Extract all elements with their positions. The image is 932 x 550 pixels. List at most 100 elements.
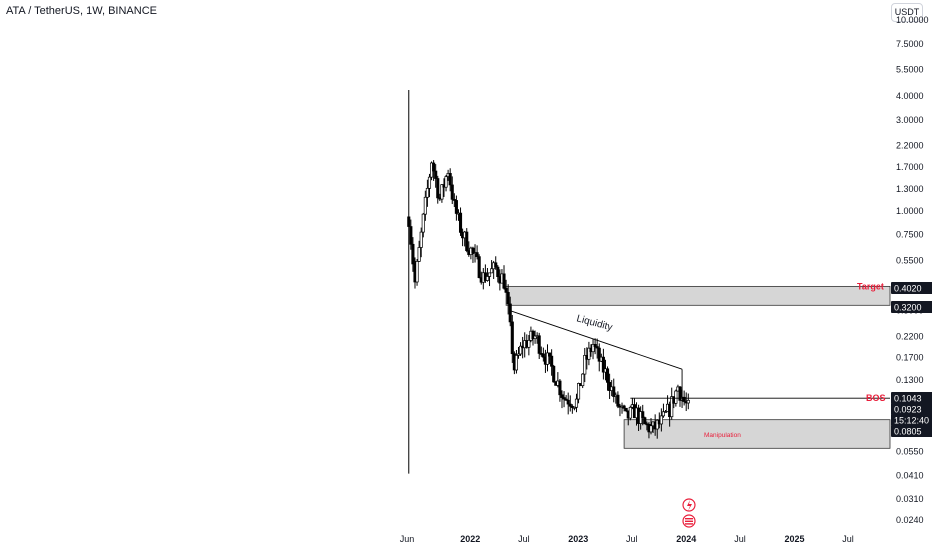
candle-body [477,256,481,278]
candle [572,406,576,411]
candle-body [655,419,659,430]
candle-body [504,287,508,293]
candle [415,259,419,286]
candle [436,175,440,204]
candle [421,212,425,238]
candle [465,228,469,253]
candle [409,219,413,250]
candle-body [533,335,537,340]
candle-body [490,268,494,274]
candle [427,173,432,198]
candle-body [583,355,587,375]
candle-body [432,162,436,172]
price-tag-box [891,392,932,404]
candle-body [566,399,570,405]
candle-body [591,344,595,353]
candle-body [674,390,678,404]
candle-body [572,406,576,409]
candle [641,404,645,426]
candle [516,346,521,359]
candle-body [560,394,564,398]
y-tick-label: 0.1300 [896,375,924,385]
candle-body [425,187,429,198]
price-tag-box [891,414,932,426]
candle-body [564,398,568,401]
candle-body [576,383,581,400]
us-flag-event-icon[interactable] [682,514,696,528]
candle [506,284,510,315]
y-tick-label: 1.3000 [896,184,924,194]
candle [454,195,458,221]
x-tick-label: Jul [734,534,746,544]
candle-body [568,403,572,407]
y-tick-label: 3.0000 [896,115,924,125]
price-tag-label: 0.0805 [894,427,922,437]
candle-body [622,405,626,409]
candle [531,329,535,346]
candle [587,341,591,366]
candle-body [659,415,663,425]
candle [622,404,626,412]
candle-body [475,252,479,257]
candle [527,334,531,356]
price-tag-label: 0.4020 [894,284,922,294]
candle [434,164,438,188]
candle-body [510,321,514,355]
manipulation-zone[interactable] [623,419,891,449]
candle [537,332,541,359]
candle-body [661,411,665,417]
x-tick-label: 2023 [568,534,588,544]
candle-body [419,231,423,248]
candle-body [514,355,518,371]
y-tick-label: 4.0000 [896,91,924,101]
candle [514,349,518,374]
candle [659,408,663,432]
currency-button[interactable]: USDT [891,3,923,22]
candle-body [452,198,456,201]
candle-body [508,303,512,323]
candle [502,265,506,290]
candle [560,390,564,409]
candle [519,342,523,356]
candle-body [448,173,452,186]
price-tag-box [891,282,932,294]
candle-body [678,386,682,401]
candle [583,347,587,383]
x-tick-label: 2022 [460,534,480,544]
manipulation-label: Manipulation [704,432,741,439]
candle [550,349,554,376]
target-zone[interactable] [505,285,891,306]
price-tag-box [891,425,932,437]
y-tick-label: 0.5500 [896,255,924,265]
price-tag: 0.1043 [891,392,932,404]
candle-body [593,344,597,347]
price-tag: 0.3200 [891,301,932,313]
candle [533,330,537,344]
candle [574,393,579,413]
y-tick-label: 1.0000 [896,206,924,216]
candle-body [595,346,599,349]
candle-body [516,353,521,356]
candle-body [643,417,647,425]
candle [545,344,550,372]
candle-body [608,382,612,391]
candle [452,193,456,208]
candle [566,392,570,415]
candle-body [649,425,653,433]
x-tick-label: Jul [626,534,638,544]
candle-body [444,176,448,188]
candle-body [423,196,427,215]
price-tag-label: 0.3200 [894,303,922,313]
candle [494,256,498,270]
candle [643,416,647,425]
candle-body [616,394,620,407]
liquidity-trendline[interactable] [510,310,683,370]
candle-body [686,399,690,404]
candle-body [494,262,498,268]
candle [663,410,668,414]
lightning-event-icon[interactable] [682,498,696,512]
candle [471,246,475,263]
y-tick-label: 10.0000 [896,15,929,25]
candle-body [436,178,440,199]
